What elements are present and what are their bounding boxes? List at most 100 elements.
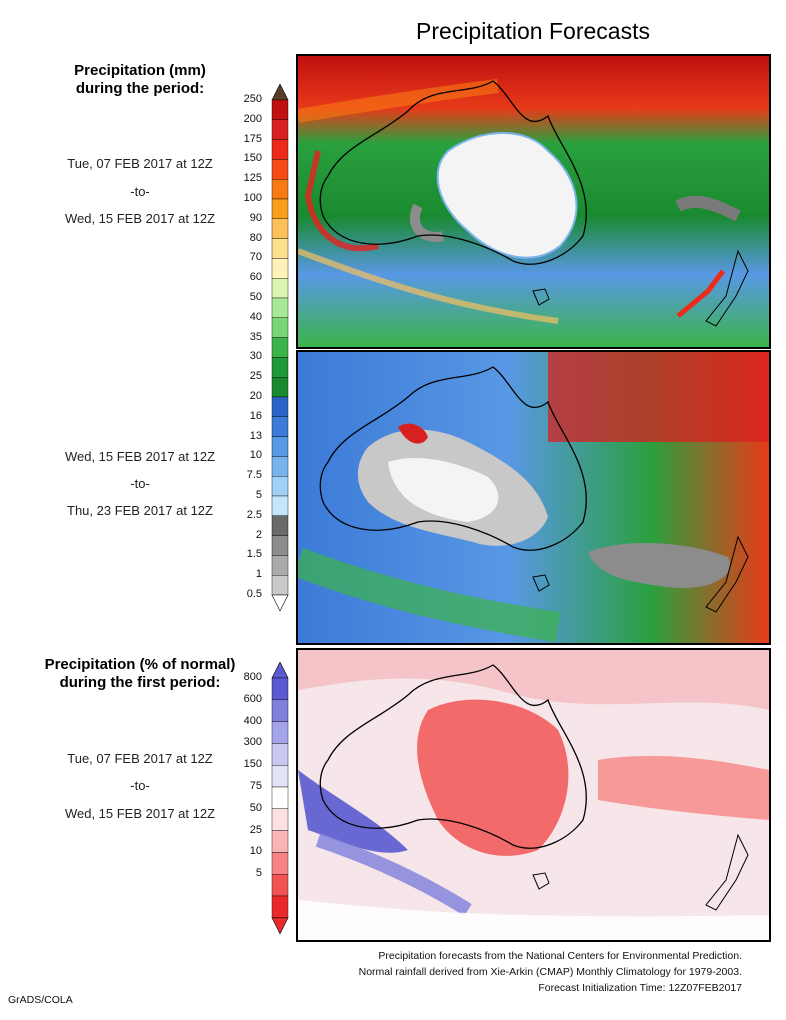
colorbar-swatch: [271, 317, 289, 338]
colorbar-swatch: [271, 476, 289, 497]
colorbar-swatch: [271, 699, 289, 722]
period2-end: Thu, 23 FEB 2017 at 12Z: [67, 503, 213, 518]
map-panel-percent-normal: [296, 648, 771, 942]
precip-pct-colorbar: [271, 662, 289, 934]
colorbar-tick-label: 125: [243, 172, 262, 185]
legend-pct-heading: Precipitation (% of normal) during the f…: [10, 656, 270, 692]
colorbar-bottom-cap: [271, 594, 289, 612]
colorbar-swatch: [271, 337, 289, 358]
colorbar-tick-label: 150: [243, 152, 262, 165]
colorbar-tick-label: 7.5: [246, 469, 262, 482]
colorbar-tick-label: 10: [249, 845, 262, 858]
precip-map-period1: [296, 56, 769, 347]
legend-mm-heading-line2: during the period:: [75, 80, 205, 97]
colorbar-tick-label: 100: [243, 192, 262, 204]
colorbar-tick-label: 800: [243, 671, 262, 683]
period1-end: Wed, 15 FEB 2017 at 12Z: [64, 211, 216, 226]
colorbar-swatch: [271, 159, 289, 180]
pct-period-start: Tue, 07 FEB 2017 at 12Z: [67, 751, 213, 766]
legend-mm-heading-line1: Precipitation (mm): [74, 62, 206, 79]
period2-start: Wed, 15 FEB 2017 at 12Z: [64, 449, 216, 464]
colorbar-swatch: [271, 873, 289, 897]
map-panel-period2: [292, 350, 771, 645]
precip-map-period2: [292, 352, 769, 643]
colorbar-swatch: [271, 808, 289, 831]
colorbar-tick-label: 20: [249, 390, 262, 402]
colorbar-swatch: [271, 198, 289, 219]
colorbar-tick-label: 1: [255, 568, 262, 581]
colorbar-swatch: [271, 786, 289, 809]
colorbar-tick-label: 250: [243, 93, 262, 105]
period2-sep: -to-: [130, 476, 150, 491]
colorbar-bottom-cap: [271, 917, 289, 934]
colorbar-tick-label: 90: [249, 211, 262, 224]
colorbar-swatch: [271, 258, 289, 279]
footer-line3: Forecast Initialization Time: 12Z07FEB20…: [538, 982, 742, 994]
colorbar-swatch: [271, 396, 289, 417]
period1-sep: -to-: [130, 184, 150, 199]
colorbar-tick-label: 30: [249, 350, 262, 363]
colorbar-swatch: [271, 555, 289, 576]
colorbar-tick-label: 1.5: [246, 548, 262, 561]
colorbar-tick-label: 35: [249, 330, 262, 343]
colorbar-tick-label: 16: [249, 409, 262, 422]
pct-period-end: Wed, 15 FEB 2017 at 12Z: [64, 806, 216, 821]
precip-pct-map: [298, 650, 769, 940]
colorbar-swatch: [271, 495, 289, 516]
map-panel-period1: [296, 54, 771, 349]
colorbar-tick-label: 25: [249, 370, 262, 383]
colorbar-swatch: [271, 456, 289, 477]
colorbar-swatch: [271, 277, 289, 299]
colorbar-swatch: [271, 721, 289, 744]
colorbar-tick-label: 10: [249, 449, 262, 462]
colorbar-tick-label: 150: [243, 758, 262, 771]
colorbar-tick-label: 175: [243, 132, 262, 145]
colorbar-tick-label: 0.5: [246, 588, 262, 600]
colorbar-swatch: [271, 895, 289, 918]
colorbar-tick-label: 300: [243, 736, 262, 749]
footer-line2: Normal rainfall derived from Xie-Arkin (…: [358, 966, 742, 978]
colorbar-swatch: [271, 139, 289, 160]
legend-mm-heading: Precipitation (mm) during the period:: [20, 62, 260, 98]
colorbar-tick-label: 80: [249, 231, 262, 244]
colorbar-swatch: [271, 852, 289, 875]
colorbar-swatch: [271, 119, 289, 140]
colorbar-tick-label: 5: [255, 867, 262, 880]
legend-pct-heading-line2: during the first period:: [59, 674, 221, 691]
colorbar-swatch: [271, 515, 289, 536]
colorbar-swatch: [271, 764, 289, 788]
colorbar-swatch: [271, 297, 289, 318]
colorbar-tick-label: 2.5: [246, 508, 262, 521]
precip-mm-colorbar: [271, 84, 289, 612]
footer-line1: Precipitation forecasts from the Nationa…: [378, 950, 742, 962]
colorbar-tick-label: 5: [255, 489, 262, 501]
colorbar-swatch: [271, 436, 289, 457]
colorbar-tick-label: 70: [249, 251, 262, 264]
colorbar-swatch: [271, 218, 289, 239]
colorbar-top-cap: [271, 662, 289, 679]
colorbar-tick-label: 60: [249, 271, 262, 284]
colorbar-swatch: [271, 377, 289, 398]
colorbar-top-cap: [271, 84, 289, 101]
colorbar-tick-label: 50: [249, 291, 262, 303]
colorbar-tick-label: 400: [243, 714, 262, 727]
colorbar-swatch: [271, 99, 289, 120]
colorbar-swatch: [271, 677, 289, 700]
colorbar-tick-label: 75: [249, 780, 262, 792]
period1-start: Tue, 07 FEB 2017 at 12Z: [67, 156, 213, 171]
pct-period-sep: -to-: [130, 778, 150, 793]
colorbar-tick-label: 2: [255, 528, 262, 541]
colorbar-tick-label: 13: [249, 429, 262, 442]
credit: GrADS/COLA: [8, 994, 73, 1006]
colorbar-tick-label: 40: [249, 310, 262, 323]
page-title: Precipitation Forecasts: [416, 18, 650, 44]
colorbar-swatch: [271, 178, 289, 200]
colorbar-swatch: [271, 575, 289, 596]
colorbar-swatch: [271, 357, 289, 378]
colorbar-tick-label: 25: [249, 823, 262, 836]
legend-pct-heading-line1: Precipitation (% of normal): [44, 656, 236, 673]
colorbar-swatch: [271, 238, 289, 259]
footer-notes: Precipitation forecasts from the Nationa…: [359, 948, 742, 996]
colorbar-tick-label: 600: [243, 692, 262, 705]
colorbar-swatch: [271, 743, 289, 766]
